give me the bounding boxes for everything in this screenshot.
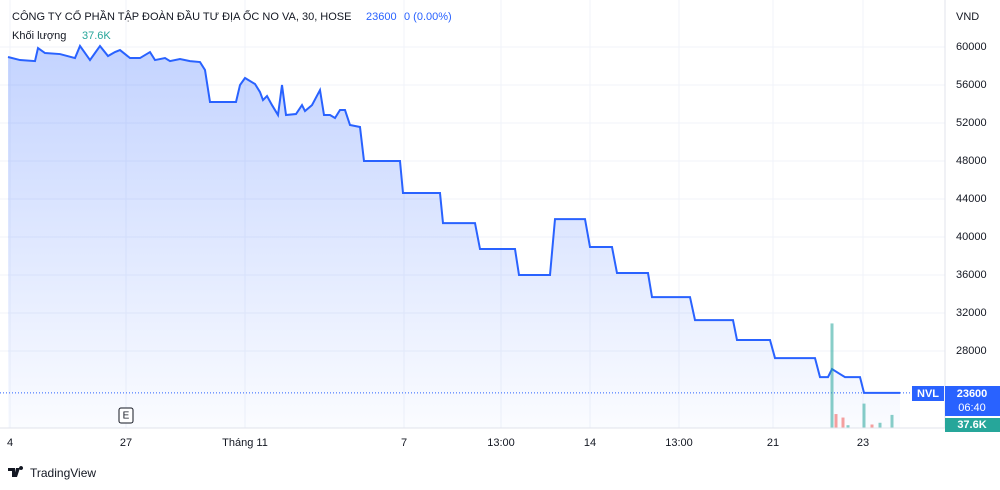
volume-badge-label: 37.6K	[957, 419, 986, 431]
x-tick-label: 4	[7, 437, 13, 449]
x-tick-label: 13:00	[665, 437, 693, 449]
x-tick-label: 27	[120, 437, 132, 449]
y-tick-label: 36000	[956, 269, 987, 281]
y-tick-label: 60000	[956, 41, 987, 53]
y-tick-label: 32000	[956, 307, 987, 319]
price-badge	[945, 386, 1000, 416]
volume-bar	[878, 422, 882, 428]
x-tick-label: Tháng 11	[222, 437, 268, 449]
volume-value: 37.6K	[82, 30, 111, 42]
x-tick-label: 13:00	[487, 437, 515, 449]
x-tick-label: 21	[767, 437, 779, 449]
event-marker[interactable]	[118, 407, 134, 424]
volume-bar	[834, 414, 838, 428]
volume-bar	[830, 323, 834, 428]
volume-bar	[890, 414, 894, 428]
price-badge-label: 23600	[957, 388, 988, 400]
currency: VND	[956, 11, 979, 23]
symbol-badge-label: NVL	[917, 388, 939, 400]
plot	[0, 43, 945, 428]
volume-bar	[862, 403, 866, 428]
price-change: 0 (0.00%)	[404, 11, 452, 23]
volume-legend: Khối lượng	[12, 30, 66, 42]
x-tick-label: 23	[857, 437, 869, 449]
y-tick-label: 52000	[956, 117, 987, 129]
y-tick-label: 28000	[956, 345, 987, 357]
volume-bar	[870, 424, 874, 428]
x-tick-label: 7	[401, 437, 407, 449]
price-area	[8, 45, 900, 428]
countdown: 06:40	[958, 402, 986, 414]
symbol-badge	[912, 386, 944, 401]
price-line	[7, 43, 900, 394]
y-tick-label: 44000	[956, 193, 987, 205]
volume-badge	[945, 418, 1000, 432]
volume-bar	[841, 417, 845, 428]
volume-bar	[846, 425, 850, 428]
brand-logo	[8, 466, 24, 477]
y-tick-label: 40000	[956, 231, 987, 243]
y-tick-label: 56000	[956, 79, 987, 91]
brand-name: TradingView	[30, 466, 96, 480]
event-marker-label[interactable]: E	[123, 411, 130, 422]
last-price: 23600	[366, 11, 397, 23]
x-tick-label: 14	[584, 437, 596, 449]
chart-title: CÔNG TY CỔ PHẦN TẬP ĐOÀN ĐẦU TƯ ĐỊA ỐC N…	[12, 9, 351, 23]
y-tick-label: 48000	[956, 155, 987, 167]
